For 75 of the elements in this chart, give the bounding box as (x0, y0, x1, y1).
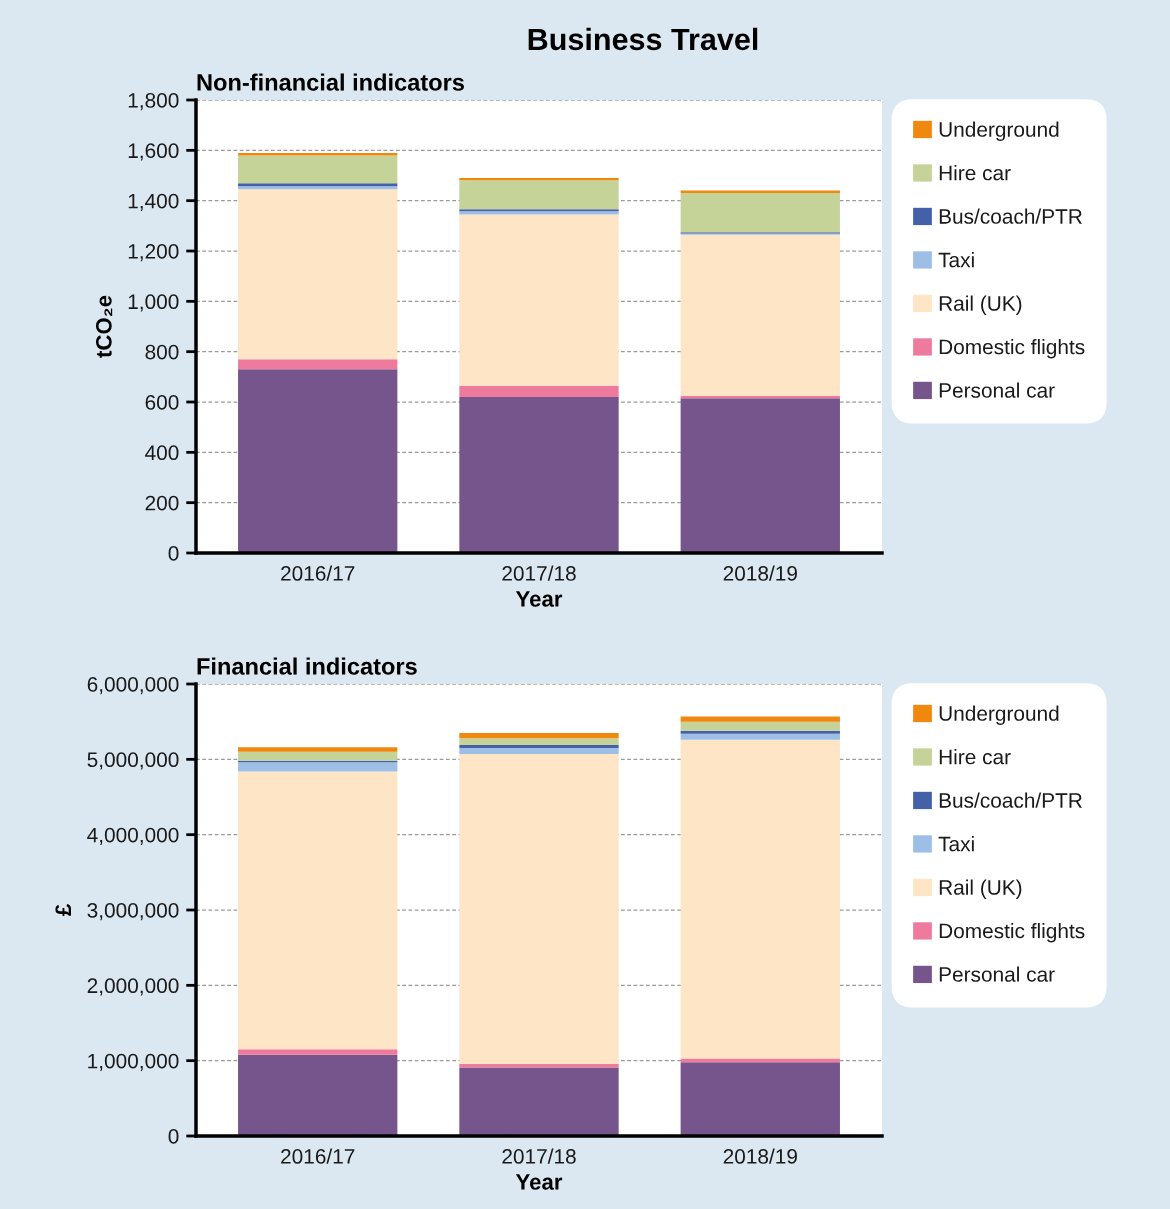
legend-label: Domestic flights (939, 923, 1085, 943)
bar (459, 1067, 619, 1136)
bar (459, 754, 619, 1064)
x-tick-label: 2018/19 (723, 1148, 797, 1164)
bar (238, 771, 398, 1050)
y-tick-label: 1,600 (128, 143, 179, 161)
bar (459, 214, 619, 386)
bar (459, 745, 619, 749)
y-tick-label: 6,000,000 (87, 677, 179, 695)
legend-label: Rail (UK) (939, 879, 1022, 899)
x-tick-label: 2018/19 (723, 565, 797, 581)
y-tick-label: 0 (168, 546, 179, 561)
x-tick-label: 2017/18 (502, 1148, 576, 1164)
y-tick-label: 1,200 (128, 244, 179, 262)
x-tick-label: 2016/17 (281, 1148, 355, 1164)
y-tick-label: 200 (145, 495, 179, 511)
bar (459, 732, 619, 739)
bar (238, 747, 398, 752)
bar (680, 1062, 840, 1136)
chart-title: Business Travel (528, 27, 758, 51)
legend-label: Domestic flights (939, 339, 1085, 359)
y-axis-title: £ (55, 904, 71, 916)
bar (238, 155, 398, 184)
chart-subtitle: Financial indicators (197, 657, 417, 675)
y-tick-label: 1,000 (128, 294, 179, 312)
x-tick-label: 2017/18 (502, 565, 576, 581)
y-tick-label: 4,000,000 (87, 827, 179, 845)
bar (459, 385, 619, 397)
legend-label: Underground (939, 705, 1059, 725)
bar (680, 730, 840, 734)
legend-label: Hire car (939, 749, 1011, 765)
x-axis-title: Year (515, 1174, 563, 1190)
legend-label: Bus/coach/PTR (939, 208, 1082, 224)
bar (238, 369, 398, 553)
bar (680, 733, 840, 740)
legend-label: Taxi (938, 836, 974, 852)
y-axis-title: tCO₂e (95, 295, 113, 358)
legend-label: Taxi (938, 252, 974, 268)
bar (238, 153, 398, 156)
bar (459, 738, 619, 746)
bar (459, 180, 619, 210)
bar (680, 739, 840, 1059)
y-tick-label: 1,800 (128, 93, 179, 111)
bar (238, 1054, 398, 1136)
bar (459, 396, 619, 553)
bar (680, 398, 840, 553)
y-tick-label: 800 (145, 344, 179, 360)
y-tick-label: 0 (168, 1129, 179, 1144)
bar (238, 359, 398, 370)
y-tick-label: 600 (145, 395, 179, 410)
legend-label: Personal car (939, 966, 1055, 982)
bar (238, 751, 398, 761)
bar (238, 189, 398, 360)
legend-label: Hire car (939, 165, 1011, 181)
bar (459, 748, 619, 755)
bar (238, 1049, 398, 1055)
chart-subtitle: Non-financial indicators (197, 73, 464, 91)
legend-label: Underground (939, 121, 1059, 141)
x-tick-label: 2016/17 (281, 565, 355, 581)
y-tick-label: 1,400 (128, 193, 179, 211)
bar (238, 762, 398, 772)
bar (680, 193, 840, 233)
bar (680, 721, 840, 731)
y-tick-label: 5,000,000 (87, 752, 179, 770)
x-axis-title: Year (515, 591, 563, 607)
y-tick-label: 400 (145, 445, 179, 461)
bar (680, 234, 840, 396)
bar (680, 716, 840, 722)
legend-label: Rail (UK) (939, 295, 1022, 315)
y-tick-label: 2,000,000 (87, 978, 179, 996)
y-tick-label: 3,000,000 (87, 903, 179, 921)
legend-label: Personal car (939, 382, 1055, 398)
legend-label: Bus/coach/PTR (939, 792, 1082, 808)
y-tick-label: 1,000,000 (88, 1053, 179, 1071)
bar (680, 1058, 840, 1063)
